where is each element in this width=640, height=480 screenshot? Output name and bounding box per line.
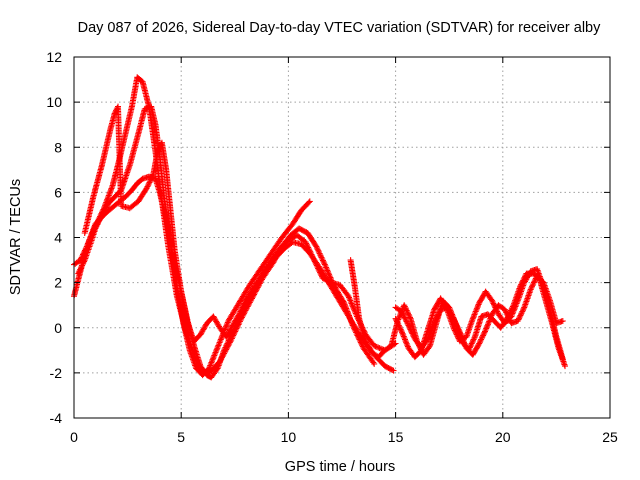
chart-title: Day 087 of 2026, Sidereal Day-to-day VTE… [78,20,602,36]
x-tick-label: 5 [177,429,185,445]
y-tick-label: 10 [46,94,62,110]
y-tick-label: 6 [54,184,62,200]
y-tick-label: -4 [50,410,63,426]
x-tick-label: 0 [70,429,78,445]
x-tick-label: 25 [602,429,618,445]
y-tick-label: 2 [54,275,62,291]
series-track-g [392,272,566,358]
marker-path [347,257,568,370]
x-axis-title: GPS time / hours [285,459,395,475]
x-tick-label: 20 [495,429,511,445]
x-tick-label: 10 [281,429,297,445]
y-tick-label: 8 [54,139,62,155]
x-tick-label: 15 [388,429,404,445]
data-points [71,74,568,381]
marker-path [392,272,566,358]
marker-path [75,103,313,379]
series-track-e [347,257,568,370]
series-track-c [75,103,313,379]
y-tick-label: 0 [54,320,62,336]
y-tick-label: 12 [46,49,62,65]
marker-path [81,103,399,354]
series-track-d [81,103,399,354]
y-tick-label: 4 [54,230,62,246]
y-tick-label: -2 [50,365,63,381]
axis-ticks: 0 5 10 15 20 25 -4 -2 0 2 4 6 8 10 12 [46,49,618,445]
y-axis-title: SDTVAR / TECUs [8,179,24,295]
